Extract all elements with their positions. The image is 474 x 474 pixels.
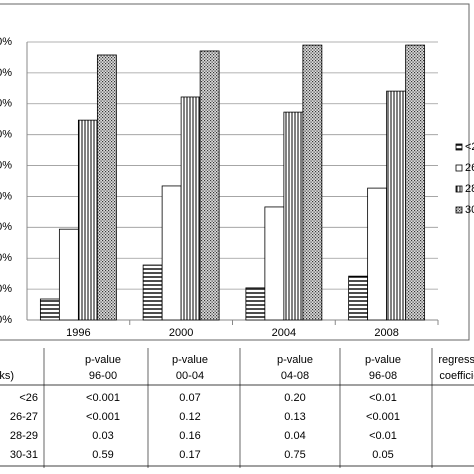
table-cell: <0.01 [369,392,397,404]
table-header: 00-04 [176,370,204,382]
y-tick-label: 60% [0,129,12,141]
bar [58,228,79,321]
bar [283,111,304,321]
table-header: p-value [172,354,208,366]
table-cell: 0.75 [284,449,305,461]
table-header: coefficient [439,370,474,382]
bar [180,96,201,321]
bar [264,206,285,321]
table-cell: 0.16 [179,430,200,442]
y-tick-label: 10% [0,283,12,295]
x-tick-label: 2004 [272,327,296,339]
bar [142,264,163,321]
table-header: 96-08 [369,370,397,382]
legend-label: 28-29 [465,183,474,195]
table-header: p-value [277,354,313,366]
table-cell: 0.05 [372,449,393,461]
bar [348,275,369,321]
legend-label: 26-27 [465,162,474,174]
table-cell: 0.13 [284,411,305,423]
y-tick-label: 40% [0,190,12,202]
table-cell: <0.01 [369,430,397,442]
legend-label: 30-31 [465,204,474,216]
table-header: 96-00 [89,370,117,382]
legend-swatch [455,206,463,214]
table-cell: 0.03 [92,430,113,442]
legend-swatch [455,185,463,193]
table-cell: 0.59 [92,449,113,461]
table-header: regression [438,354,474,366]
legend-swatch [455,143,463,151]
table-header: 04-08 [281,370,309,382]
table-cell: 26-27 [10,411,38,423]
table-cell: 28-29 [10,430,38,442]
y-tick-label: 90% [0,36,12,48]
table-header: p-value [365,354,401,366]
table-header: p-value [85,354,121,366]
y-tick-label: 0% [0,314,12,326]
table-cell: <0.001 [86,392,120,404]
y-tick-label: 50% [0,159,12,171]
table-cell: 0.17 [179,449,200,461]
x-tick-label: 1996 [66,327,90,339]
y-tick-label: 30% [0,221,12,233]
bar [386,90,407,321]
table-cell: <0.001 [86,411,120,423]
x-tick-label: 2008 [374,327,398,339]
y-tick-label: 70% [0,98,12,110]
table-cell: 0.04 [284,430,305,442]
y-tick-label: 20% [0,252,12,264]
table-cell: 0.12 [179,411,200,423]
bar [302,44,323,321]
legend-label: <26 [465,141,474,153]
chart-frame [0,3,470,341]
table-cell: 0.07 [179,392,200,404]
y-tick-label: 80% [0,67,12,79]
bar [245,287,266,321]
bar [199,50,220,321]
table-cell: 0.20 [284,392,305,404]
bar [367,187,388,321]
table-cell: <0.001 [366,411,400,423]
legend-swatch [455,164,463,172]
bar [405,44,426,321]
table-header: (weeks) [0,370,14,382]
x-tick-label: 2000 [169,327,193,339]
bar [39,298,60,321]
table-cell: <26 [19,392,38,404]
bar [96,54,117,321]
bar [77,119,98,321]
bar [161,185,182,321]
table-cell: 30-31 [10,449,38,461]
